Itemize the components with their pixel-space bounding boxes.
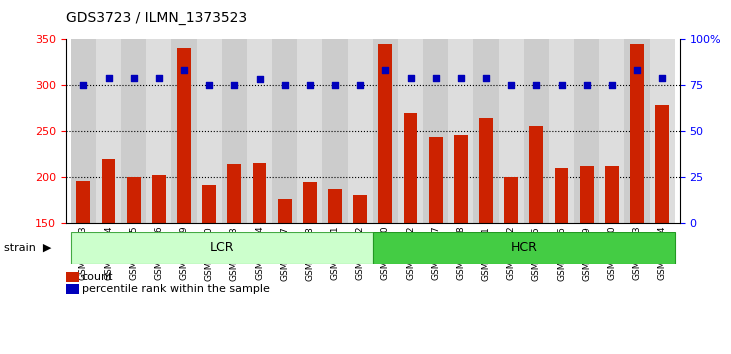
Point — [379, 67, 391, 73]
Bar — [322, 39, 348, 223]
Bar — [599, 39, 624, 223]
Bar — [479, 118, 493, 223]
Bar — [574, 39, 599, 223]
Point — [355, 82, 366, 88]
Bar — [474, 39, 499, 223]
Bar — [298, 39, 322, 223]
Bar — [126, 177, 140, 223]
Bar — [278, 199, 292, 223]
Point — [531, 82, 542, 88]
Text: HCR: HCR — [510, 241, 537, 254]
Bar — [348, 39, 373, 223]
Point — [229, 82, 240, 88]
Point — [329, 82, 341, 88]
Bar — [177, 48, 191, 223]
Point — [656, 75, 668, 80]
Bar — [529, 126, 543, 223]
Point — [480, 75, 492, 80]
Point — [405, 75, 417, 80]
Point — [254, 76, 265, 82]
Bar — [71, 232, 373, 264]
Point — [203, 82, 215, 88]
Bar — [404, 113, 417, 223]
Point — [153, 75, 164, 80]
Bar — [328, 189, 342, 223]
Point — [581, 82, 593, 88]
Bar — [247, 39, 272, 223]
Bar — [630, 44, 644, 223]
Bar — [655, 105, 669, 223]
Point — [103, 75, 115, 80]
Bar — [353, 195, 367, 223]
Bar — [423, 39, 448, 223]
Point — [631, 67, 643, 73]
Bar — [499, 39, 524, 223]
Bar — [379, 44, 393, 223]
Bar — [146, 39, 172, 223]
Bar — [504, 177, 518, 223]
Bar — [429, 137, 443, 223]
Bar — [398, 39, 423, 223]
Bar — [197, 39, 221, 223]
Bar — [605, 166, 619, 223]
Point — [430, 75, 442, 80]
Bar — [448, 39, 474, 223]
Bar — [227, 164, 241, 223]
Bar — [172, 39, 197, 223]
Point — [505, 82, 517, 88]
Point — [178, 67, 190, 73]
Point — [304, 82, 316, 88]
Bar — [303, 182, 317, 223]
Bar — [580, 166, 594, 223]
Bar — [121, 39, 146, 223]
Bar — [524, 39, 549, 223]
Text: percentile rank within the sample: percentile rank within the sample — [82, 284, 270, 294]
Bar — [102, 159, 115, 223]
Point — [128, 75, 140, 80]
Text: GDS3723 / ILMN_1373523: GDS3723 / ILMN_1373523 — [66, 11, 247, 25]
Text: count: count — [82, 272, 113, 282]
Bar — [96, 39, 121, 223]
Bar — [253, 163, 267, 223]
Bar — [555, 168, 569, 223]
Text: LCR: LCR — [210, 241, 234, 254]
Point — [606, 82, 618, 88]
Bar — [152, 175, 166, 223]
Bar — [373, 232, 675, 264]
Bar — [454, 135, 468, 223]
Point — [556, 82, 567, 88]
Text: strain  ▶: strain ▶ — [4, 243, 51, 253]
Bar — [549, 39, 574, 223]
Bar — [202, 185, 216, 223]
Bar — [624, 39, 650, 223]
Point — [77, 82, 89, 88]
Bar — [272, 39, 298, 223]
Bar — [221, 39, 247, 223]
Point — [455, 75, 466, 80]
Bar — [373, 39, 398, 223]
Bar — [77, 181, 91, 223]
Point — [279, 82, 291, 88]
Bar — [71, 39, 96, 223]
Bar — [650, 39, 675, 223]
